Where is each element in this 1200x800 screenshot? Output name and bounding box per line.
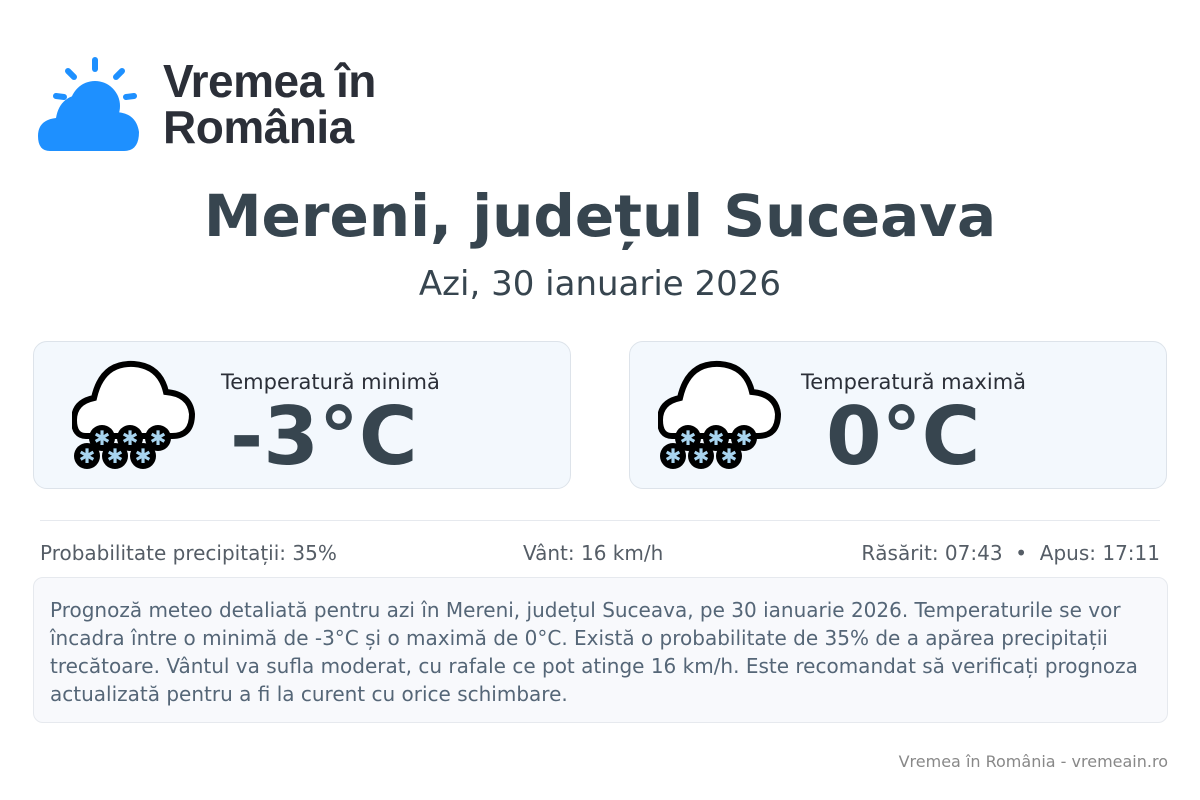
logo-line1: Vremea în — [163, 55, 376, 107]
min-temp-label: Temperatură minimă — [221, 370, 440, 394]
svg-text:✱: ✱ — [122, 426, 139, 450]
svg-text:✱: ✱ — [135, 444, 152, 468]
max-temp-card: ✱ ✱ ✱ ✱ ✱ ✱ Temperatură maximă 0°C — [629, 341, 1167, 489]
svg-text:✱: ✱ — [665, 444, 682, 468]
svg-text:✱: ✱ — [680, 426, 697, 450]
svg-text:✱: ✱ — [736, 426, 753, 450]
logo-line2: România — [163, 101, 354, 153]
svg-text:✱: ✱ — [79, 444, 96, 468]
svg-text:✱: ✱ — [721, 444, 738, 468]
logo-text: Vremea în România — [163, 58, 376, 150]
svg-text:✱: ✱ — [107, 444, 124, 468]
svg-text:✱: ✱ — [708, 426, 725, 450]
wind-stat: Vânt: 16 km/h — [523, 541, 664, 565]
svg-text:✱: ✱ — [94, 426, 111, 450]
sun-behind-cloud-icon — [38, 57, 139, 151]
precipitation-stat: Probabilitate precipitații: 35% — [40, 541, 337, 565]
max-temp-label: Temperatură maximă — [801, 370, 1027, 394]
min-temp-card: ✱ ✱ ✱ ✱ ✱ ✱ Temperatură minimă -3°C — [33, 341, 571, 489]
divider — [40, 520, 1160, 521]
snow-cloud-icon: ✱ ✱ ✱ ✱ ✱ ✱ — [658, 360, 782, 469]
svg-text:✱: ✱ — [693, 444, 710, 468]
page-subtitle: Azi, 30 ianuarie 2026 — [418, 264, 782, 304]
forecast-description: Prognoză meteo detaliată pentru azi în M… — [33, 577, 1168, 723]
sun-times-stat: Răsărit: 07:43 • Apus: 17:11 — [861, 541, 1160, 565]
page-title: Mereni, județul Suceava — [203, 182, 997, 250]
snow-cloud-icon: ✱ ✱ ✱ ✱ ✱ ✱ — [72, 360, 196, 469]
min-temp-value: -3°C — [230, 390, 418, 483]
max-temp-value: 0°C — [826, 390, 981, 483]
svg-text:✱: ✱ — [150, 426, 167, 450]
footer-credit: Vremea în România - vremeain.ro — [898, 752, 1168, 771]
